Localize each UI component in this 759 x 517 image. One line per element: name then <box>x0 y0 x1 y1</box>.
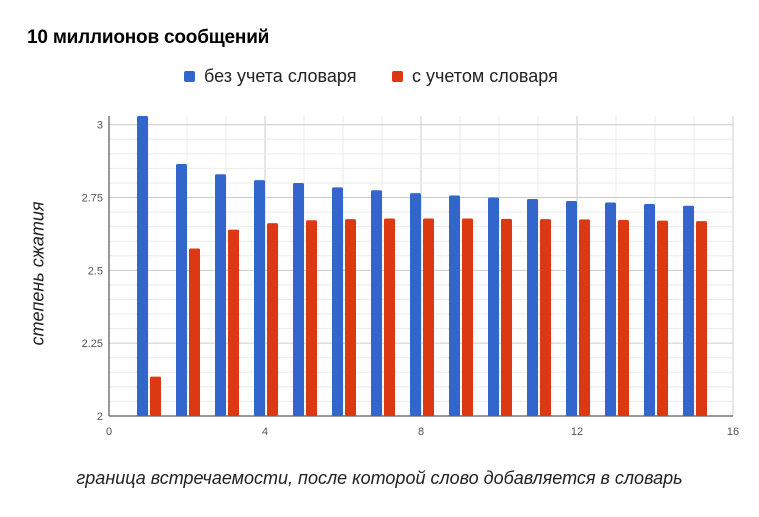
bar-series-2 <box>579 219 590 416</box>
bar-series-1 <box>488 197 499 416</box>
legend-item-series-1[interactable]: без учета словаря <box>184 66 356 87</box>
bar-series-1 <box>683 205 694 416</box>
y-tick-label: 3 <box>97 120 103 132</box>
legend-label-series-2: с учетом словаря <box>412 66 558 86</box>
bar-series-2 <box>228 229 239 416</box>
legend-label-series-1: без учета словаря <box>204 66 357 86</box>
bar-series-2 <box>540 219 551 416</box>
legend-item-series-2[interactable]: с учетом словаря <box>392 66 558 87</box>
x-tick-label: 4 <box>262 426 268 438</box>
y-tick-label: 2.25 <box>82 338 103 350</box>
bar-series-2 <box>189 248 200 416</box>
bar-series-2 <box>267 223 278 416</box>
bar-series-1 <box>371 190 382 416</box>
y-tick-label: 2 <box>97 411 103 423</box>
bar-series-1 <box>254 180 265 416</box>
chart-title: 10 миллионов сообщений <box>27 27 270 48</box>
bar-series-2 <box>696 221 707 416</box>
bar-series-1 <box>644 203 655 416</box>
bar-series-1 <box>566 201 577 416</box>
bar-series-1 <box>176 164 187 416</box>
y-tick-label: 2.75 <box>82 193 103 205</box>
bar-series-2 <box>618 219 629 416</box>
bar-series-1 <box>137 116 148 416</box>
bar-series-1 <box>332 187 343 416</box>
bar-series-1 <box>449 195 460 416</box>
x-tick-label: 8 <box>418 426 424 438</box>
bar-series-2 <box>501 218 512 416</box>
bar-series-2 <box>657 220 668 416</box>
bar-series-2 <box>384 218 395 416</box>
bar-series-2 <box>462 218 473 416</box>
bar-series-1 <box>527 199 538 416</box>
x-tick-label: 16 <box>727 426 739 438</box>
bar-series-1 <box>293 182 304 416</box>
bar-series-2 <box>306 220 317 416</box>
x-tick-label: 12 <box>571 426 583 438</box>
legend-swatch-series-1 <box>184 71 195 82</box>
bar-series-2 <box>150 376 161 416</box>
x-axis-label: граница встречаемости, после которой сло… <box>76 468 683 488</box>
x-tick-label: 0 <box>106 426 112 438</box>
bar-series-2 <box>345 219 356 416</box>
bar-series-1 <box>605 202 616 416</box>
y-tick-label: 2.5 <box>88 265 103 277</box>
bar-series-1 <box>215 174 226 416</box>
legend-swatch-series-2 <box>392 71 403 82</box>
bar-series-2 <box>423 218 434 416</box>
legend: без учета словаря с учетом словаря <box>0 66 759 92</box>
bar-series-1 <box>410 193 421 416</box>
